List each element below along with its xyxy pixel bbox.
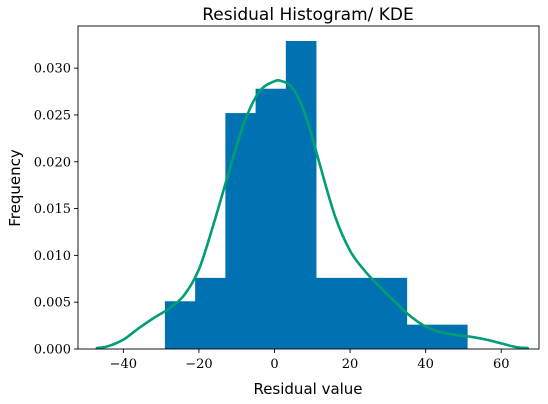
histogram-bar xyxy=(225,113,256,349)
y-tick-label: 0.030 xyxy=(34,62,71,77)
y-tick-label: 0.000 xyxy=(34,343,71,358)
y-axis-ticks: 0.000 0.005 0.010 0.015 0.020 0.025 0.030 xyxy=(34,62,78,358)
y-tick-label: 0.010 xyxy=(34,249,71,264)
x-axis-label: Residual value xyxy=(253,380,362,398)
chart-title: Residual Histogram/ KDE xyxy=(202,5,414,25)
histogram-bar xyxy=(346,277,377,349)
x-tick-label: 60 xyxy=(493,357,510,372)
x-tick-label: 40 xyxy=(417,357,434,372)
histogram-bar xyxy=(285,40,317,350)
x-tick-label: 20 xyxy=(342,357,359,372)
x-tick-label: −40 xyxy=(110,357,137,372)
y-tick-label: 0.005 xyxy=(34,296,71,311)
histogram-bar xyxy=(195,277,226,349)
y-axis-label: Frequency xyxy=(6,149,24,227)
y-tick-label: 0.025 xyxy=(34,108,71,123)
histogram-bar xyxy=(255,88,287,349)
x-tick-label: 0 xyxy=(270,357,278,372)
kde-line xyxy=(95,79,529,350)
y-tick-label: 0.015 xyxy=(34,202,71,217)
histogram-bar xyxy=(316,277,347,349)
x-axis-ticks: −40 −20 0 20 40 60 xyxy=(110,349,510,372)
x-tick-label: −20 xyxy=(185,357,212,372)
histogram-bars xyxy=(164,40,468,350)
plot-frame xyxy=(77,25,540,350)
y-tick-label: 0.020 xyxy=(34,155,71,170)
